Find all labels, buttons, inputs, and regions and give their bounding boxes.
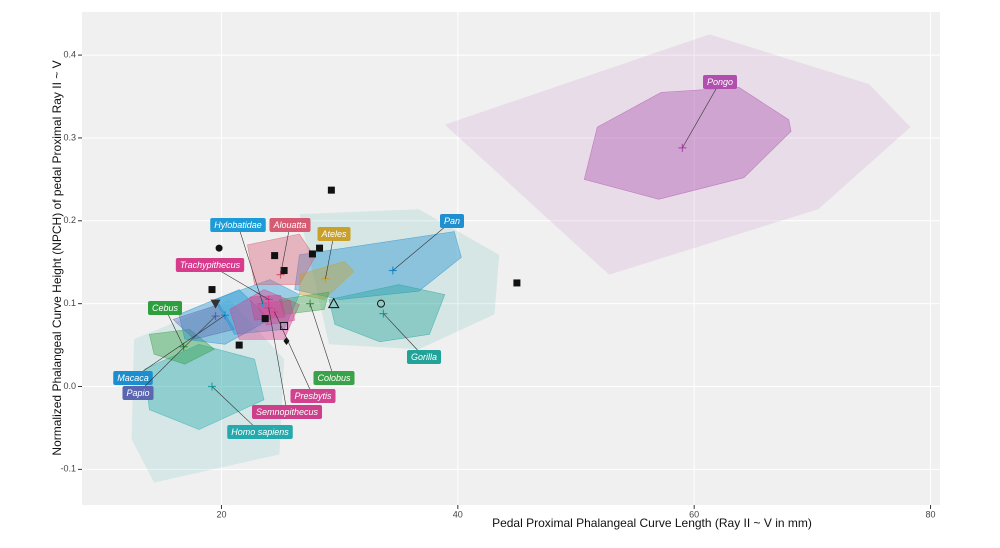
label-box [269,218,311,232]
y-tick-label: -0.1 [60,464,76,474]
leader-line [325,233,335,279]
centroid [221,311,229,320]
label-box [702,75,738,89]
outer-hull [299,209,500,350]
centroid [306,299,315,308]
y-axis-label: Normalized Phalangeal Curve Height (NPCH… [50,60,64,455]
label-box [147,301,183,315]
group-label: Cebus [152,303,179,313]
hull [299,261,355,300]
point [271,252,279,260]
outer-hull [444,34,911,275]
group-label: Homo sapiens [231,427,289,437]
label-box [406,350,442,364]
point [280,322,289,331]
centroid [264,303,273,312]
group-label: Macaca [117,373,149,383]
y-tick-label: 0.4 [63,49,76,59]
point [327,186,335,194]
point [513,279,521,287]
point [261,315,269,323]
point [377,299,385,308]
x-tick-label: 20 [216,509,226,519]
leader-line [309,303,335,379]
hull [247,233,316,285]
point [283,336,290,345]
label-box [175,258,245,272]
y-tick-label: 0.3 [63,132,76,142]
hull [213,279,300,335]
hull [172,304,235,340]
x-tick-label: 60 [689,509,699,519]
hull [144,343,265,430]
leader-line [392,220,453,271]
group-label: Pongo [707,77,733,87]
point [235,341,243,349]
leader-line [237,224,264,304]
label-box [122,386,154,400]
label-box [317,227,351,241]
group-label: Hylobatidae [214,220,262,230]
group-label: Ateles [320,229,347,239]
leader-line [211,386,261,433]
hull [583,87,792,200]
label-box [227,425,293,439]
group-label: Trachypithecus [180,260,241,270]
point [215,244,223,252]
y-tick-label: 0.1 [63,298,76,308]
leader-line [682,81,721,149]
group-label: Papio [126,388,149,398]
point [316,244,324,252]
leader-line [137,315,216,394]
centroid [678,143,687,152]
point [308,250,316,258]
leader-line [274,311,314,397]
group-label: Alouatta [272,220,306,230]
label-box [290,389,336,403]
x-tick-label: 40 [453,509,463,519]
point [280,267,288,275]
hull [294,231,462,300]
label-box [313,371,355,385]
group-label: Pan [444,216,460,226]
centroid [208,382,216,391]
point [327,297,340,309]
leader-line [383,313,425,358]
point [208,286,216,294]
label-box [210,218,266,232]
y-tick-label: 0.0 [63,381,76,391]
x-axis-label: Pedal Proximal Phalangeal Curve Length (… [492,516,812,530]
label-box [251,405,323,419]
group-label: Colobus [317,373,351,383]
y-tick-label: 0.2 [63,215,76,225]
group-label: Semnopithecus [256,407,319,417]
label-box [439,214,465,228]
group-label: Gorilla [411,352,437,362]
leader-line [268,307,288,413]
leader-line [280,224,291,275]
group-label: Presbytis [294,391,332,401]
point [210,299,221,309]
x-tick-label: 80 [926,509,936,519]
leader-line [132,315,226,379]
label-box [113,371,153,385]
centroid [270,307,279,316]
